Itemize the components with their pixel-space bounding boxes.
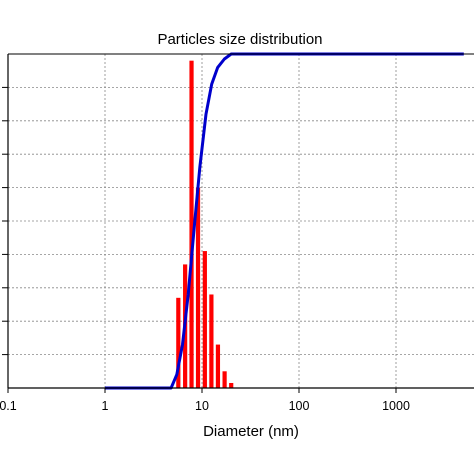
x-tick-label: 100 bbox=[289, 399, 310, 413]
plot-frame bbox=[7, 53, 474, 389]
histogram-bar bbox=[189, 60, 194, 389]
x-tick-label: 10 bbox=[195, 399, 209, 413]
bar-series bbox=[176, 60, 234, 389]
x-axis-label: Diameter (nm) bbox=[203, 423, 299, 440]
histogram-bar bbox=[195, 187, 201, 388]
histogram-bar bbox=[229, 382, 234, 388]
histogram-bar bbox=[176, 297, 181, 388]
x-tick-label: 1000 bbox=[382, 399, 410, 413]
chart-title: Particles size distribution bbox=[157, 31, 322, 48]
x-tick-label: 0.1 bbox=[0, 399, 17, 413]
histogram-bar bbox=[209, 294, 214, 388]
cumulative-line-series bbox=[105, 52, 464, 390]
grid bbox=[2, 54, 474, 388]
x-tick-labels: 0.1 1 10 100 1000 bbox=[0, 388, 410, 413]
histogram-bar bbox=[222, 371, 227, 388]
cumulative-distribution-line bbox=[105, 52, 464, 390]
histogram-bar bbox=[202, 251, 207, 388]
histogram-bar bbox=[215, 344, 221, 388]
x-tick-label: 1 bbox=[102, 399, 109, 413]
